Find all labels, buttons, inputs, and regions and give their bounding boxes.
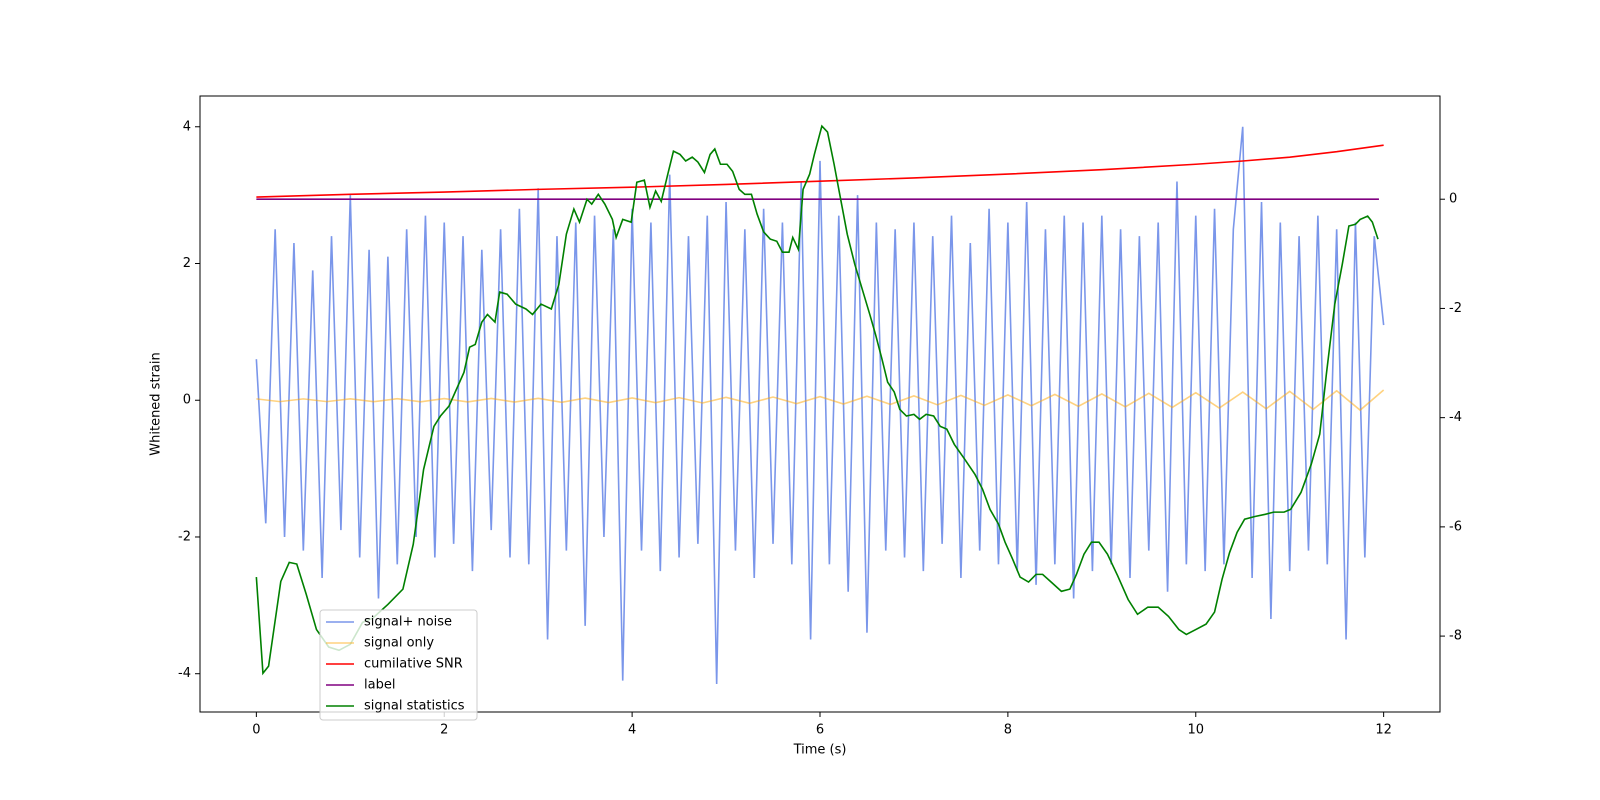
y-tick-label: 4 <box>183 119 191 134</box>
x-tick-label: 10 <box>1187 723 1204 738</box>
series-line <box>255 126 1385 684</box>
y2-tick-label: -4 <box>1449 410 1462 425</box>
y-tick-label: 0 <box>183 393 191 408</box>
y-tick-label: -2 <box>178 529 191 544</box>
y2-tick-label: 0 <box>1449 192 1457 207</box>
x-tick-label: 0 <box>252 723 260 738</box>
x-tick-label: 12 <box>1375 723 1392 738</box>
legend-box <box>319 609 478 721</box>
series-line <box>256 389 1385 412</box>
x-axis-label: Time (s) <box>793 743 847 758</box>
y2-tick-label: -8 <box>1449 629 1462 644</box>
x-tick-label: 4 <box>628 723 636 738</box>
legend-label: cumilative SNR <box>364 657 463 672</box>
legend-label: signal only <box>364 636 434 651</box>
x-tick-label: 2 <box>440 723 448 738</box>
x-tick-label: 8 <box>1004 723 1012 738</box>
y-tick-label: 2 <box>183 256 191 271</box>
legend-label: signal statistics <box>364 699 465 714</box>
y-tick-label: -4 <box>178 666 191 681</box>
y-axis-label: Whitened strain <box>149 352 164 455</box>
legend-label: signal+ noise <box>364 615 452 630</box>
x-tick-label: 6 <box>816 723 824 738</box>
series-line <box>256 144 1384 198</box>
series-line <box>255 124 1379 676</box>
y2-tick-label: -2 <box>1449 301 1462 316</box>
y2-tick-label: -6 <box>1449 519 1462 534</box>
legend-label: label <box>364 678 395 693</box>
